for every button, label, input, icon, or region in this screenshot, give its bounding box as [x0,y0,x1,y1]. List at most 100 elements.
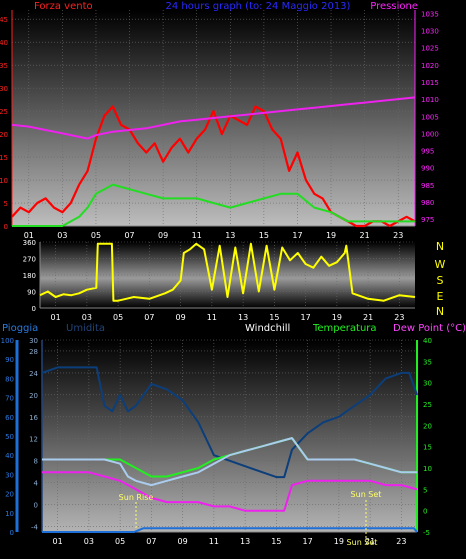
y-tick-label: 1015 [421,79,439,87]
series-line-pioggia [42,527,418,533]
y-tick-label: 8 [34,458,38,466]
y-tick-label: 100 [1,337,14,345]
x-tick-label: 05 [115,537,125,546]
x-tick-label: 13 [238,313,248,322]
x-tick-label: 05 [91,231,101,240]
y-tick-label: 180 [23,272,36,280]
temperature-axis-title: Temperatura [312,323,377,334]
x-tick-label: 19 [334,537,344,546]
y-tick-label: 985 [421,182,434,190]
y-tick-label: 4 [34,480,39,488]
series-line-media-vento [12,183,415,227]
x-tick-label: 03 [82,313,92,322]
x-tick-label: 07 [146,537,156,546]
y-tick-label: 40 [5,452,14,460]
x-tick-label: 17 [301,313,311,322]
y-tick-label: -4 [31,524,39,532]
windchill-label: Windchill [245,323,290,334]
temperature-plot-area [42,340,417,532]
y-tick-label: 40 [423,337,432,345]
x-tick-label: 15 [269,313,279,322]
sunset-bottom-label: Sun Set [347,538,378,547]
y-tick-label: 0 [32,305,36,313]
y-tick-label: 25 [423,401,432,409]
x-tick-label: 13 [225,231,235,240]
y-tick-label: 25 [0,108,8,116]
y-tick-label: 60 [5,414,14,422]
wind-series [11,96,416,228]
series-line-direzione-vento [39,242,416,302]
x-tick-label: 17 [292,231,302,240]
y-tick-label: 995 [421,148,434,156]
y-tick-label: 15 [0,154,8,162]
y-tick-label: 35 [0,62,8,70]
x-tick-label: 19 [326,231,336,240]
y-tick-label: 20 [0,131,8,139]
direction-axes: 01 03 05 07 09 11 13 15 17 19 21 23 0 90 180 270 360 [23,239,415,322]
y-tick-label: 1035 [421,10,439,18]
x-tick-label: 11 [192,231,202,240]
y-tick-label: 50 [5,433,14,441]
x-tick-label: 09 [176,313,186,322]
y-tick-label: 10 [0,177,8,185]
x-tick-label: 15 [259,231,269,240]
y-tick-label: 20 [5,491,14,499]
y-tick-label: 45 [0,16,8,24]
y-tick-label: 990 [421,165,434,173]
y-tick-label: 5 [423,486,427,494]
sunset-label: Sun Set [351,490,382,499]
y-tick-label: 270 [23,256,36,264]
y-tick-label: 1030 [421,28,439,36]
y-tick-label: 40 [0,39,8,47]
x-tick-label: 01 [53,537,63,546]
y-tick-label: 10 [423,465,432,473]
y-tick-label: 0 [34,502,38,510]
x-tick-label: 21 [363,313,373,322]
y-tick-label: 30 [423,380,432,388]
x-tick-label: 09 [178,537,188,546]
x-tick-label: 17 [303,537,313,546]
humidity-axis-title: Umidita [66,323,105,334]
y-tick-label: 360 [23,239,36,247]
x-tick-label: 03 [57,231,67,240]
x-tick-label: 23 [394,313,404,322]
y-tick-label: 1005 [421,113,439,121]
y-tick-label: 980 [421,199,434,207]
x-tick-label: 05 [113,313,123,322]
chart-title: 24 hours graph (to: 24 Maggio 2013) [166,1,351,12]
y-tick-label: 0 [423,508,427,516]
y-tick-label: 10 [5,510,14,518]
x-tick-label: 21 [360,231,370,240]
x-tick-label: 03 [84,537,94,546]
y-tick-label: 12 [29,436,38,444]
y-tick-label: 20 [29,392,38,400]
y-tick-label: 1010 [421,96,439,104]
y-tick-label: 80 [5,375,14,383]
y-tick-label: 30 [0,85,8,93]
temperature-grid [42,339,417,532]
x-tick-label: 23 [393,231,403,240]
x-tick-label: 01 [51,313,61,322]
series-line-windchill [42,437,417,487]
wind-axes: 01 03 05 07 09 11 13 15 17 19 21 230510152025303540… [0,10,439,240]
y-tick-label: 1020 [421,62,439,70]
x-tick-label: 07 [144,313,154,322]
y-tick-label: 975 [421,216,434,224]
y-tick-label: 1025 [421,45,439,53]
x-tick-label: 21 [365,537,375,546]
compass-e: E [437,290,444,303]
x-tick-label: 11 [207,313,217,322]
temperature-series [41,366,418,533]
temperature-axes: 01 03 05 07 09 11 13 15 17 19 21 230102030405060708… [1,337,432,546]
y-tick-label: 15 [423,444,432,452]
y-tick-label: 30 [5,471,14,479]
compass-w: W [435,258,446,271]
x-tick-label: 09 [158,231,168,240]
compass-s: S [437,274,444,287]
x-tick-label: 15 [271,537,281,546]
x-tick-label: 07 [124,231,134,240]
y-tick-label: -5 [423,529,430,537]
direction-series [39,242,416,302]
